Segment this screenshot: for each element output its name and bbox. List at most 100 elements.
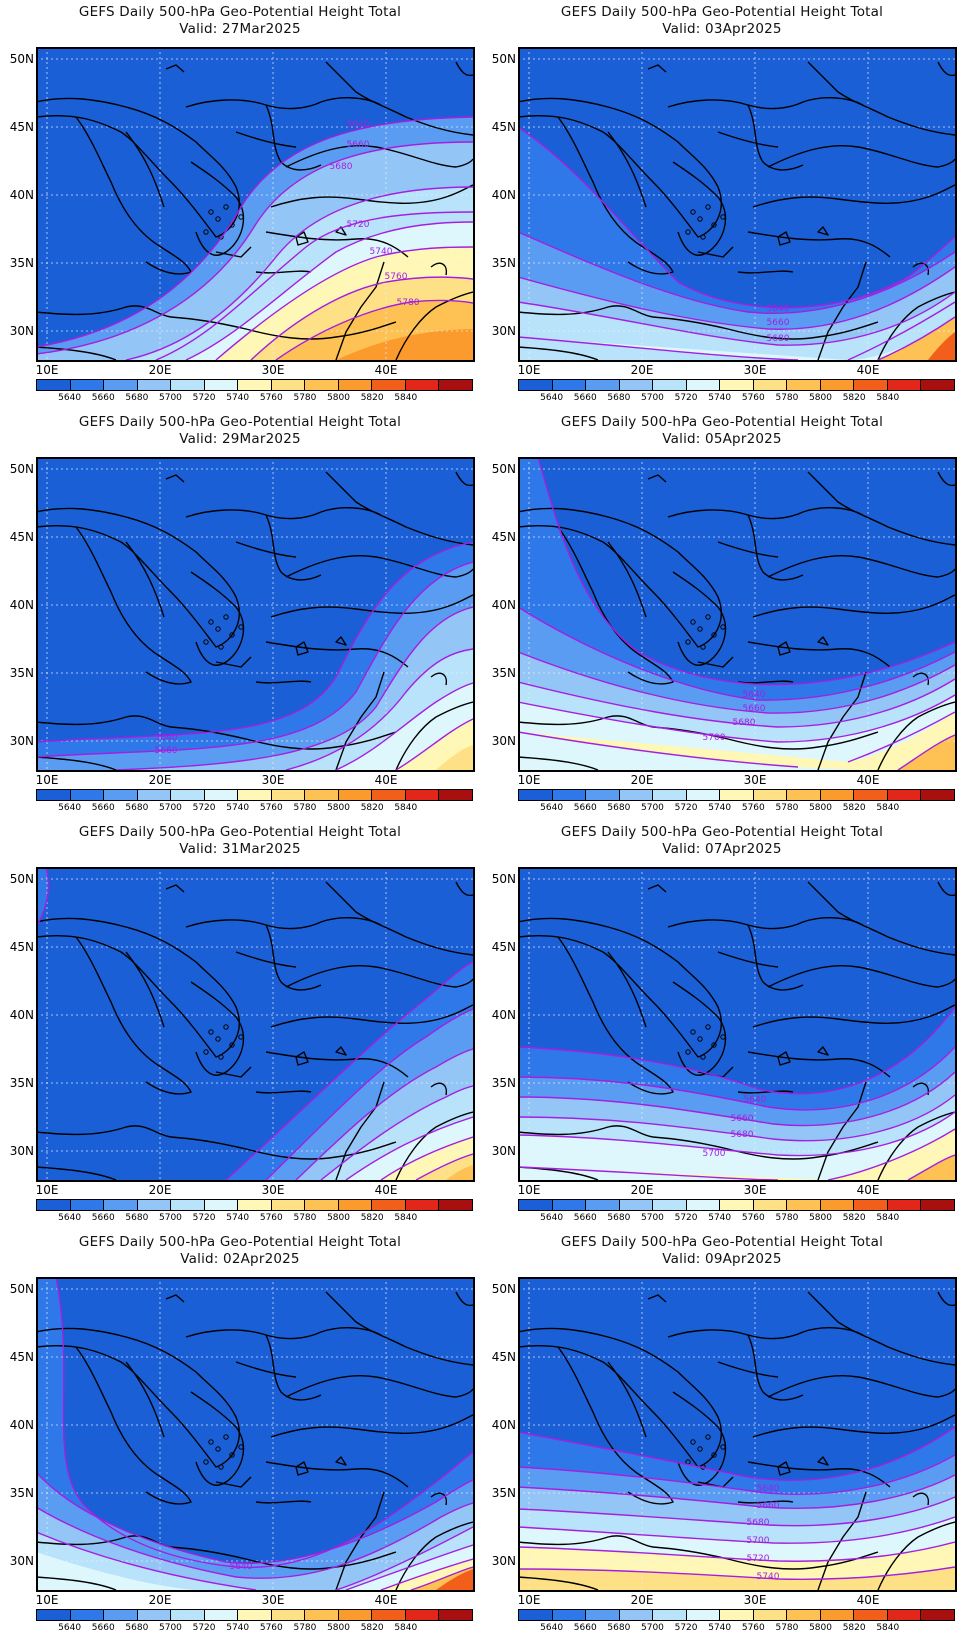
contour-label: 5720 <box>747 1554 770 1564</box>
colorbar-swatch <box>820 1610 855 1620</box>
colorbar-label: 5760 <box>741 803 765 813</box>
coastline <box>717 541 779 558</box>
latitude-label: 40N <box>491 188 516 202</box>
coastline <box>557 526 674 685</box>
coastline <box>672 1391 727 1486</box>
coastline <box>767 145 955 168</box>
latitude-label: 45N <box>491 530 516 544</box>
colorbar-label: 5660 <box>91 1213 115 1223</box>
colorbar-label: 5720 <box>192 393 216 403</box>
contour-label: 5640 <box>347 120 370 130</box>
colorbar-label: 5640 <box>58 1623 82 1633</box>
coastline <box>817 636 829 646</box>
contour-line <box>518 694 955 743</box>
island <box>215 1446 221 1452</box>
colorbar-label: 5740 <box>226 803 250 813</box>
coastline <box>36 507 240 648</box>
latitude-label: 40N <box>491 1418 516 1432</box>
filled-contour-band <box>518 292 955 360</box>
contour-label: 5740 <box>757 1572 780 1582</box>
colorbar-label: 5840 <box>394 803 418 813</box>
coastline <box>265 104 322 171</box>
contour-line <box>395 718 473 770</box>
latitude-label: 40N <box>491 1008 516 1022</box>
map-panel-03apr: GEFS Daily 500-hPa Geo-Potential Height … <box>482 0 962 410</box>
colorbar-label: 5740 <box>226 1213 250 1223</box>
coastline <box>335 671 385 770</box>
colorbar-swatch <box>720 380 754 390</box>
panel-valid-date: Valid: 07Apr2025 <box>662 841 782 857</box>
coastline <box>817 226 829 236</box>
colorbar-swatch <box>305 1610 339 1620</box>
coastline <box>325 61 473 136</box>
colorbar-label: 5680 <box>125 1213 149 1223</box>
filled-contour-band <box>518 1567 955 1590</box>
island <box>229 632 235 638</box>
colorbar-label: 5800 <box>809 803 832 813</box>
contour-line <box>55 1277 473 1569</box>
colorbar-swatch <box>372 790 406 800</box>
colorbar-label: 5660 <box>91 803 115 813</box>
latitude-label: 50N <box>9 1282 34 1296</box>
colorbar-swatch <box>137 1200 172 1210</box>
coastline <box>518 917 722 1058</box>
colorbar-swatch <box>238 380 272 390</box>
coastline <box>697 656 734 668</box>
colorbar-label: 5780 <box>293 803 317 813</box>
colorbar-swatch <box>686 790 721 800</box>
colorbar-swatch <box>338 380 373 390</box>
contour-line <box>518 231 955 314</box>
contour-line <box>877 316 955 360</box>
contour-label: 5780 <box>397 298 420 308</box>
longitude-label: 30E <box>743 773 767 787</box>
colorbar-swatch <box>820 380 855 390</box>
colorbar-swatch <box>70 1610 105 1620</box>
coastline <box>747 514 804 581</box>
coastline <box>912 262 930 276</box>
colorbar-swatch <box>271 1200 306 1210</box>
colorbar-swatch <box>271 790 306 800</box>
coastline <box>518 507 722 648</box>
island <box>203 1459 209 1465</box>
colorbar-swatch <box>887 380 922 390</box>
contour-line <box>295 1048 473 1180</box>
map-canvas: 5640 <box>36 1277 473 1590</box>
longitude-label: 20E <box>630 773 654 787</box>
colorbar <box>36 789 473 801</box>
map-panel-09apr: GEFS Daily 500-hPa Geo-Potential Height … <box>482 1230 962 1640</box>
contour-line <box>518 291 955 346</box>
colorbar <box>36 379 473 391</box>
panel-title: GEFS Daily 500-hPa Geo-Potential Height … <box>78 1234 402 1250</box>
colorbar-swatch <box>238 1200 272 1210</box>
colorbar-label: 5740 <box>708 1213 732 1223</box>
latitude-label: 50N <box>491 462 516 476</box>
latitude-label: 35N <box>9 666 34 680</box>
contour-line <box>518 1454 955 1495</box>
colorbar-swatch <box>552 1200 587 1210</box>
island <box>720 1444 726 1450</box>
coastline <box>717 951 779 968</box>
colorbar-swatch <box>238 790 272 800</box>
island <box>685 1049 691 1055</box>
coastline <box>807 471 955 546</box>
island <box>218 644 224 650</box>
coastline <box>395 1111 473 1180</box>
coastline <box>215 1476 252 1488</box>
coastline <box>125 541 165 618</box>
island <box>203 1049 209 1055</box>
colorbar-label: 5760 <box>741 393 765 403</box>
colorbar-swatch <box>921 380 954 390</box>
coastline <box>265 641 409 668</box>
colorbar-swatch <box>171 1200 205 1210</box>
colorbar-swatch <box>70 790 105 800</box>
colorbar-label: 5820 <box>360 1213 384 1223</box>
map-panel-29mar: GEFS Daily 500-hPa Geo-Potential Height … <box>0 410 480 820</box>
colorbar-swatch <box>619 1610 654 1620</box>
colorbar-swatch <box>921 1610 954 1620</box>
contour-line <box>827 1128 955 1180</box>
coastline <box>672 981 727 1076</box>
colorbar-swatch <box>137 790 172 800</box>
coastline <box>395 701 473 770</box>
coastline <box>817 1046 829 1056</box>
coastline <box>75 526 192 685</box>
